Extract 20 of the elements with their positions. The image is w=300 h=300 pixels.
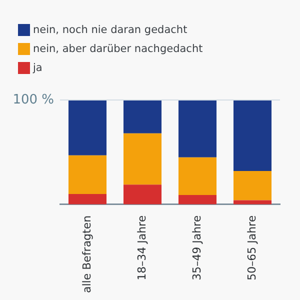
legend-label: ja bbox=[33, 62, 42, 74]
bar bbox=[178, 100, 217, 158]
x-tick-label: 18–34 Jahre bbox=[135, 215, 148, 280]
bar bbox=[123, 100, 162, 134]
legend-label: nein, aber darüber nachgedacht bbox=[33, 42, 203, 54]
bar bbox=[68, 155, 107, 194]
bar bbox=[233, 100, 272, 171]
bar bbox=[123, 133, 162, 185]
bar bbox=[68, 194, 107, 204]
bar bbox=[233, 170, 272, 200]
bar bbox=[123, 184, 162, 204]
bar bbox=[233, 200, 272, 204]
legend-label: nein, noch nie daran gedacht bbox=[33, 24, 188, 36]
bar bbox=[178, 195, 217, 204]
ref-line-label: 100 % bbox=[12, 92, 54, 108]
bar bbox=[178, 157, 217, 196]
x-tick-label: alle Befragten bbox=[80, 215, 94, 294]
bar bbox=[68, 100, 107, 156]
x-tick-label: 35–49 Jahre bbox=[190, 215, 204, 280]
x-tick-label: 50–65 Jahre bbox=[245, 215, 258, 280]
